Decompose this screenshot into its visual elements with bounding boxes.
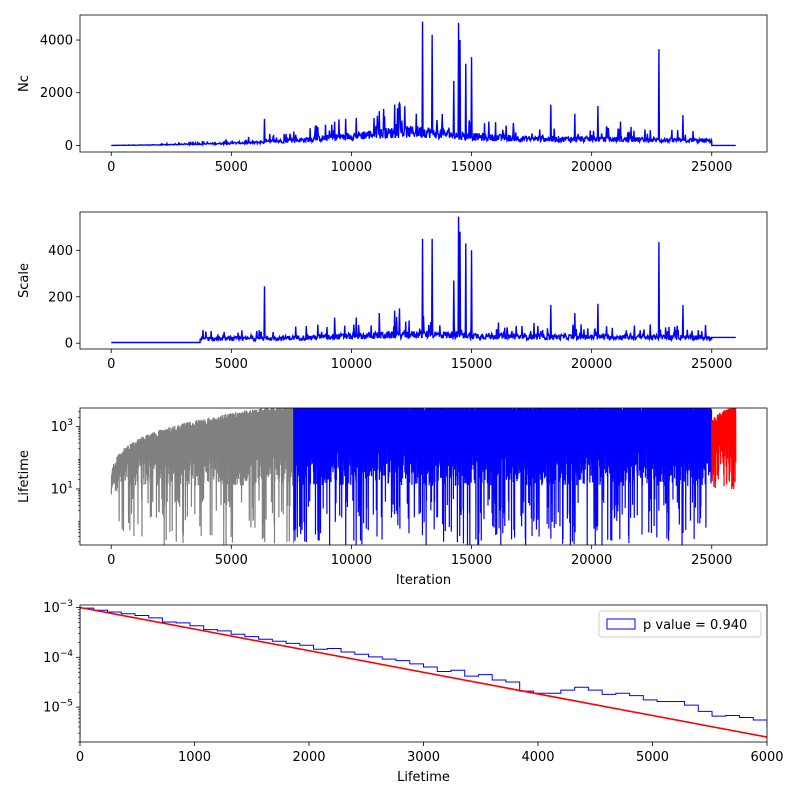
x-tick-label: 25000 xyxy=(691,357,732,372)
x-tick-label: 1000 xyxy=(178,750,211,765)
y-tick-label: 10−5 xyxy=(43,699,73,716)
x-tick-label: 0 xyxy=(107,160,115,175)
histogram-steps xyxy=(80,607,767,742)
x-tick-label: 5000 xyxy=(215,357,248,372)
y-tick-label: 4000 xyxy=(40,34,73,49)
x-tick-label: 10000 xyxy=(331,357,372,372)
y-tick-label: 10−4 xyxy=(43,649,73,666)
x-tick-label: 10000 xyxy=(331,553,372,568)
x-tick-label: 25000 xyxy=(691,553,732,568)
x-tick-label: 0 xyxy=(107,553,115,568)
x-tick-label: 20000 xyxy=(571,357,612,372)
x-axis-label: Iteration xyxy=(396,573,451,588)
x-tick-label: 6000 xyxy=(750,750,783,765)
fit-line xyxy=(80,606,767,738)
y-tick-label: 101 xyxy=(51,480,73,497)
y-tick-label: 0 xyxy=(65,337,73,352)
x-tick-label: 5000 xyxy=(636,750,669,765)
legend: p value = 0.940 xyxy=(598,610,762,638)
y-tick-label: 200 xyxy=(48,290,73,305)
x-tick-label: 15000 xyxy=(451,160,492,175)
x-tick-label: 15000 xyxy=(451,553,492,568)
x-tick-label: 5000 xyxy=(215,553,248,568)
y-tick-label: 0 xyxy=(65,139,73,154)
axes-frame-3 xyxy=(79,407,768,546)
x-tick-label: 5000 xyxy=(215,160,248,175)
y-tick-label: 10−3 xyxy=(43,599,73,616)
lifetime-series-blue xyxy=(293,408,713,545)
y-tick-label: 2000 xyxy=(40,86,73,101)
legend-box xyxy=(598,610,762,638)
x-tick-label: 0 xyxy=(76,750,84,765)
legend-swatch xyxy=(606,618,636,630)
x-tick-label: 10000 xyxy=(331,160,372,175)
x-tick-label: 20000 xyxy=(571,160,612,175)
axes-frame-1 xyxy=(79,14,768,153)
x-tick-label: 25000 xyxy=(691,160,732,175)
lifetime-series-red xyxy=(711,408,737,490)
lifetime-series-gray xyxy=(110,408,295,545)
x-tick-label: 4000 xyxy=(521,750,554,765)
y-axis-label: Lifetime xyxy=(17,450,32,503)
x-axis-label: Lifetime xyxy=(397,770,450,785)
series-line xyxy=(111,21,736,148)
y-axis-label: Scale xyxy=(17,263,32,298)
x-tick-label: 2000 xyxy=(292,750,325,765)
series-line xyxy=(111,216,736,344)
axes-frame-2 xyxy=(79,211,768,350)
y-tick-label: 400 xyxy=(48,244,73,259)
y-tick-label: 103 xyxy=(51,418,73,435)
x-tick-label: 3000 xyxy=(407,750,440,765)
x-tick-label: 0 xyxy=(107,357,115,372)
y-axis-label: Nc xyxy=(17,75,32,92)
x-tick-label: 20000 xyxy=(571,553,612,568)
x-tick-label: 15000 xyxy=(451,357,492,372)
legend-label: p value = 0.940 xyxy=(643,618,747,633)
